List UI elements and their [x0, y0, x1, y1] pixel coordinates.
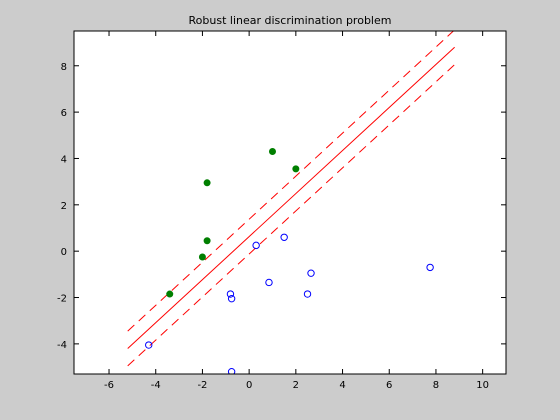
filled-point [203, 237, 211, 245]
x-tick-label: 10 [476, 380, 489, 391]
filled-point [198, 253, 206, 261]
open-point [227, 294, 236, 303]
discrimination-lines [127, 31, 455, 367]
x-tick-label: -6 [104, 380, 114, 391]
open-point [252, 241, 260, 250]
open-point [227, 367, 236, 374]
open-point [280, 233, 288, 241]
x-tick-label: 4 [339, 380, 345, 391]
y-tick-label: 0 [61, 247, 67, 258]
open-point [265, 278, 273, 287]
plot-area [73, 30, 507, 375]
filled-point [166, 290, 174, 298]
filled-point [268, 148, 276, 156]
x-tick-label: 8 [433, 380, 439, 391]
axis-ticks: -6 -4 -2 0 2 4 6 8 10 -4 -2 0 2 4 6 8 [57, 31, 506, 391]
open-point [226, 290, 235, 298]
y-tick-label: 4 [61, 154, 67, 165]
open-point [303, 290, 312, 298]
separating-line [127, 46, 455, 349]
y-tick-label: -2 [57, 294, 67, 305]
filled-point [292, 165, 300, 173]
x-tick-label: 0 [246, 380, 252, 391]
open-point [307, 269, 315, 277]
y-tick-label: 8 [61, 62, 67, 73]
chart-title: Robust linear discrimination problem [189, 14, 392, 27]
x-tick-label: 2 [293, 380, 299, 391]
y-tick-label: 2 [61, 201, 67, 212]
data-points [145, 148, 434, 374]
y-tick-label: 6 [61, 108, 67, 119]
x-tick-label: -4 [151, 380, 161, 391]
axes-frame [73, 30, 507, 375]
x-tick-label: 6 [386, 380, 392, 391]
y-tick-label: -4 [57, 340, 67, 351]
open-point [145, 341, 153, 349]
axes: -6 -4 -2 0 2 4 6 8 10 -4 -2 0 2 4 6 8 [57, 30, 507, 391]
open-point [426, 263, 434, 272]
filled-point [203, 179, 211, 187]
x-tick-label: -2 [197, 380, 207, 391]
